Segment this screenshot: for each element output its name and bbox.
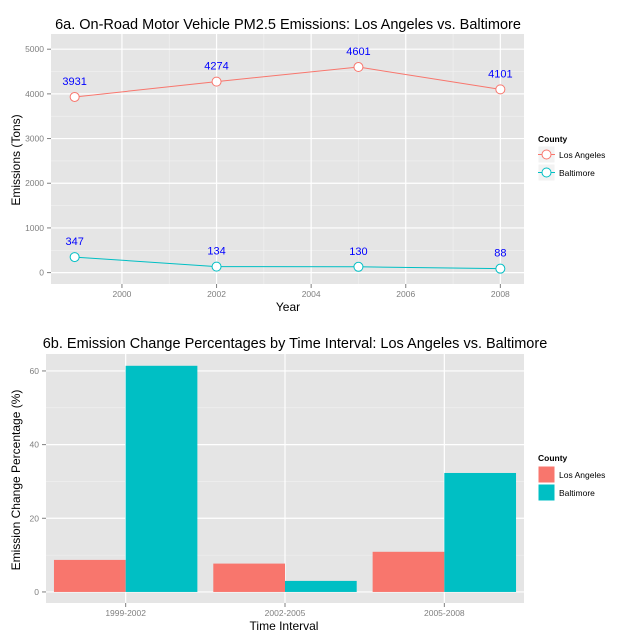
chart-a-y-tick-label: 2000 — [25, 178, 44, 188]
chart-b-legend-label-baltimore: Baltimore — [559, 488, 595, 498]
chart-a-series-line-los-angeles — [74, 66, 501, 98]
chart-b-y-tick-label: 0 — [34, 587, 39, 597]
chart-a-point-baltimore — [353, 261, 364, 272]
chart-a-data-label-baltimore: 134 — [207, 246, 225, 258]
chart-b-bar-baltimore — [125, 365, 198, 592]
chart-b-legend: County Los Angeles Baltimore — [537, 453, 605, 502]
chart-a-data-label-baltimore: 347 — [65, 236, 83, 248]
chart-b-x-tick-label: 2002-2005 — [265, 608, 306, 618]
chart-a-x-tick-label: 2006 — [396, 289, 415, 299]
chart-b-x-tick-label: 2005-2008 — [424, 608, 465, 618]
chart-a-data-label-los-angeles: 4274 — [204, 61, 228, 73]
chart-b-y-tick-label: 40 — [30, 440, 40, 450]
chart-a-point-baltimore — [69, 252, 80, 263]
chart-a-legend-marker-baltimore — [541, 167, 552, 178]
chart-a-y-tick-label: 4000 — [25, 89, 44, 99]
chart-a-legend-marker-los-angeles — [541, 149, 552, 160]
chart-a-y-tick-label: 3000 — [25, 134, 44, 144]
chart-a-legend-label-baltimore: Baltimore — [559, 168, 595, 178]
chart-a-y-ticks: 0 1000 2000 3000 4000 5000 — [25, 44, 51, 278]
chart-a-x-ticks: 2000 2002 2004 2006 2008 — [112, 284, 510, 299]
chart-a-point-los-angeles — [353, 62, 364, 73]
chart-a-y-axis-label: Emissions (Tons) — [9, 114, 23, 205]
chart-b-y-tick-label: 60 — [30, 366, 40, 376]
chart-a-x-tick-label: 2000 — [112, 289, 131, 299]
chart-b-legend-key-los-angeles — [537, 465, 556, 484]
chart-b-x-axis-label: Time Interval — [250, 619, 319, 633]
chart-a-title: 6a. On-Road Motor Vehicle PM2.5 Emission… — [55, 17, 521, 33]
chart-b-x-ticks: 1999-2002 2002-2005 2005-2008 — [105, 603, 465, 618]
chart-a-y-tick-label: 1000 — [25, 223, 44, 233]
chart-a-series-line-baltimore — [74, 256, 501, 270]
chart-a-point-los-angeles — [495, 84, 506, 95]
chart-b-bar-baltimore — [444, 472, 517, 592]
chart-a-data-label-los-angeles: 4101 — [488, 68, 512, 80]
chart-b-bar-los-angeles — [372, 551, 445, 592]
chart-a-point-los-angeles — [211, 76, 222, 87]
chart-a-point-los-angeles — [69, 91, 80, 102]
chart-a-data-label-baltimore: 130 — [349, 246, 367, 258]
chart-b-bar-los-angeles — [213, 563, 285, 592]
chart-b-legend-title: County — [538, 453, 568, 463]
chart-a-data-label-los-angeles: 4601 — [346, 46, 370, 58]
chart-a-y-tick-label: 0 — [39, 268, 44, 278]
chart-b-y-axis-label: Emission Change Percentage (%) — [9, 390, 23, 571]
chart-a-x-axis-label: Year — [276, 300, 300, 314]
chart-a-legend-label-los-angeles: Los Angeles — [559, 150, 605, 160]
chart-b-x-tick-label: 1999-2002 — [105, 608, 146, 618]
chart-a-data-label-los-angeles: 3931 — [62, 76, 86, 88]
chart-a-x-tick-label: 2002 — [207, 289, 226, 299]
chart-b-bar-los-angeles — [53, 559, 126, 592]
chart-a-y-tick-label: 5000 — [25, 44, 44, 54]
chart-b-y-ticks: 0 20 40 60 — [30, 366, 46, 597]
chart-a-data-label-baltimore: 88 — [494, 248, 506, 260]
chart-a-point-baltimore — [495, 263, 506, 274]
chart-b-legend-label-los-angeles: Los Angeles — [559, 470, 605, 480]
chart-a-legend: County Los Angeles Baltimore — [537, 134, 605, 182]
chart-a-series: 3931 4274 4601 4101 347 134 130 88 — [62, 46, 513, 274]
chart-a-x-tick-label: 2008 — [491, 289, 510, 299]
chart-b-y-tick-label: 20 — [30, 513, 40, 523]
chart-a-panel — [51, 34, 524, 284]
chart-a-point-baltimore — [211, 261, 222, 272]
chart-b-legend-key-baltimore — [537, 483, 556, 502]
chart-b-bar-baltimore — [285, 580, 357, 592]
chart-b-title: 6b. Emission Change Percentages by Time … — [43, 336, 548, 352]
chart-a-x-tick-label: 2004 — [302, 289, 321, 299]
chart-a-legend-title: County — [538, 134, 568, 144]
chart-a-gridlines — [51, 34, 524, 284]
chart-b-bars — [53, 365, 517, 592]
